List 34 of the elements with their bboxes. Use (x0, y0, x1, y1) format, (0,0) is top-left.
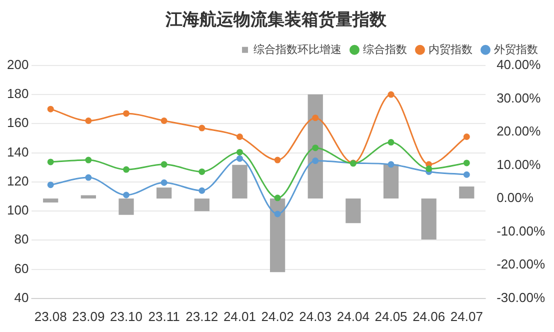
y2-tick-label: -10.00% (496, 223, 546, 238)
y-tick-label: 140 (6, 144, 29, 160)
y2-tick-label: -30.00% (496, 290, 546, 305)
legend-label: 综合指数 (363, 42, 407, 56)
legend-label: 内贸指数 (428, 42, 472, 56)
x-tick-label: 24.06 (412, 308, 446, 324)
y-tick-label: 120 (6, 173, 29, 188)
y-tick-label: 60 (14, 260, 29, 276)
x-tick-label: 23.09 (72, 308, 105, 324)
y-tick-label: 160 (6, 115, 29, 130)
x-tick-label: 24.05 (374, 308, 408, 324)
legend-label: 综合指数环比增速 (254, 42, 342, 56)
y-tick-label: 80 (14, 232, 29, 247)
y-tick-label: 100 (6, 202, 29, 218)
x-tick-label: 23.10 (110, 308, 143, 324)
y-tick-label: 40 (14, 290, 29, 305)
y-tick-label: 180 (6, 86, 29, 102)
x-tick-label: 24.03 (299, 308, 332, 324)
x-tick-label: 24.07 (450, 308, 483, 324)
chart-title: 江海航运物流集装箱货量指数 (164, 10, 388, 29)
x-tick-label: 23.12 (186, 308, 218, 324)
y2-tick-label: 30.00% (496, 90, 542, 106)
y2-tick-label: 10.00% (496, 156, 542, 172)
y-tick-label: 200 (6, 56, 29, 72)
y2-tick-label: 40.00% (496, 56, 542, 72)
y2-tick-label: 20.00% (496, 124, 542, 139)
x-tick-label: 24.02 (261, 308, 294, 324)
y2-tick-label: -20.00% (496, 256, 546, 272)
legend-label: 外贸指数 (494, 42, 538, 56)
y2-tick-label: 0.00% (496, 190, 534, 206)
x-tick-label: 24.04 (336, 308, 370, 324)
x-tick-label: 23.08 (34, 308, 67, 324)
x-tick-label: 23.11 (148, 308, 180, 324)
x-tick-label: 24.01 (223, 308, 256, 324)
